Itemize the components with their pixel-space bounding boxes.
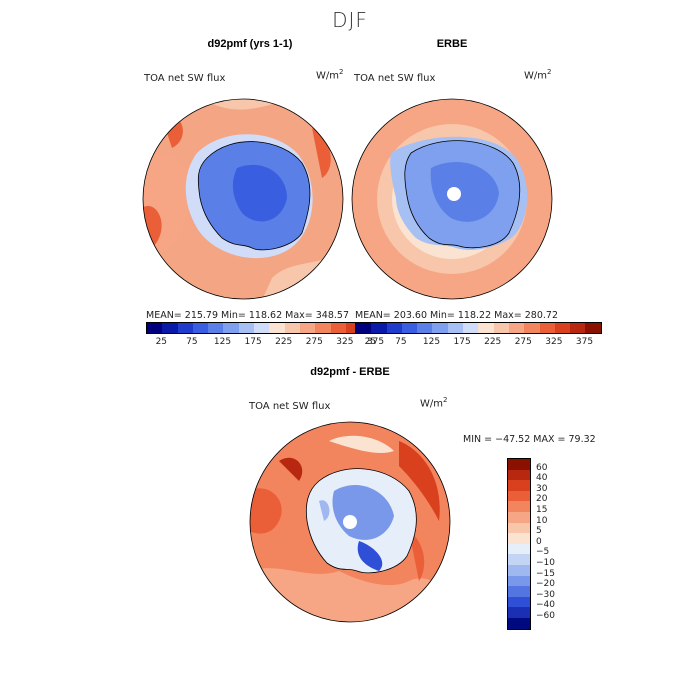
colorbar-swatch <box>508 596 530 608</box>
colorbar-tick-label: 0 <box>536 536 542 547</box>
colorbar-swatch <box>508 533 530 544</box>
colorbar-swatch <box>508 501 530 512</box>
colorbar-swatch <box>356 323 372 333</box>
colorbar-swatch <box>508 469 530 481</box>
colorbar-swatch <box>508 607 530 618</box>
colorbar-swatch <box>208 323 224 333</box>
colorbar-swatch <box>508 564 530 576</box>
colorbar-tick-label: 175 <box>244 337 262 347</box>
left-colorbar-ticks: 25 75 125 175 225 275 325 375 <box>146 337 391 349</box>
figure-title: DJF <box>332 8 368 32</box>
colorbar-swatch <box>345 323 362 333</box>
colorbar-swatch <box>401 323 418 333</box>
colorbar-tick-label: −15 <box>536 568 555 579</box>
colorbar-tick-label: 40 <box>536 473 548 484</box>
colorbar-swatch <box>508 323 525 333</box>
colorbar-swatch <box>539 323 555 333</box>
colorbar-tick-label: 375 <box>366 337 385 347</box>
colorbar-swatch <box>508 511 530 523</box>
colorbar-tick-label: 30 <box>536 483 548 494</box>
colorbar-tick-label: 375 <box>575 337 594 347</box>
diff-colorbar <box>507 458 531 630</box>
colorbar-swatch <box>269 323 285 333</box>
colorbar-swatch <box>192 323 209 333</box>
colorbar-swatch <box>508 459 530 470</box>
left-panel-title: d92pmf (yrs 1-1) <box>207 38 293 50</box>
right-polar-map <box>351 98 553 300</box>
colorbar-swatch <box>524 323 540 333</box>
diff-polar-map <box>249 421 451 623</box>
colorbar-swatch <box>238 323 255 333</box>
colorbar-tick-label: −30 <box>536 589 555 600</box>
colorbar-swatch <box>147 323 163 333</box>
colorbar-tick-label: 60 <box>536 462 548 473</box>
colorbar-swatch <box>330 323 346 333</box>
left-field-label: TOA net SW flux <box>144 73 226 84</box>
colorbar-tick-label: 15 <box>536 505 548 515</box>
colorbar-swatch <box>315 323 331 333</box>
right-colorbar-ticks: 25 75 125 175 225 275 325 375 <box>355 337 600 349</box>
colorbar-tick-label: 275 <box>514 337 532 347</box>
colorbar-swatch <box>508 490 530 502</box>
colorbar-swatch <box>585 323 601 333</box>
left-colorbar <box>146 322 393 334</box>
diff-panel-title: d92pmf - ERBE <box>310 366 390 378</box>
colorbar-tick-label: 75 <box>395 337 407 347</box>
colorbar-swatch <box>508 617 530 629</box>
colorbar-swatch <box>493 323 509 333</box>
colorbar-swatch <box>223 323 239 333</box>
diff-stats: MIN = −47.52 MAX = 79.32 <box>463 434 596 445</box>
colorbar-tick-label: 225 <box>484 337 502 347</box>
colorbar-swatch <box>386 323 402 333</box>
colorbar-tick-label: 225 <box>275 337 293 347</box>
colorbar-swatch <box>371 323 387 333</box>
left-stats: MEAN= 215.79 Min= 118.62 Max= 348.57 <box>146 310 350 321</box>
diff-colorbar-labels: 60 40 30 20 15 10 5 0 −5 −10 −15 −20 −30 −40 −60 <box>536 458 576 630</box>
diff-field-label: TOA net SW flux <box>249 401 331 412</box>
right-unit-label: W/m2 <box>524 68 552 82</box>
colorbar-swatch <box>508 522 530 534</box>
colorbar-tick-label: 10 <box>536 515 548 526</box>
colorbar-swatch <box>447 323 464 333</box>
colorbar-swatch <box>254 323 270 333</box>
colorbar-swatch <box>417 323 433 333</box>
colorbar-swatch <box>508 480 530 491</box>
colorbar-tick-label: 25 <box>364 337 377 347</box>
colorbar-swatch <box>508 543 530 555</box>
colorbar-tick-label: 20 <box>536 494 548 505</box>
colorbar-swatch <box>162 323 178 333</box>
colorbar-swatch <box>508 575 530 587</box>
colorbar-swatch <box>284 323 300 333</box>
colorbar-tick-label: 25 <box>155 337 168 347</box>
colorbar-tick-label: −10 <box>536 558 555 568</box>
colorbar-tick-label: 175 <box>453 337 471 347</box>
left-unit-label: W/m2 <box>316 68 344 82</box>
diff-unit-label: W/m2 <box>420 396 448 410</box>
right-field-label: TOA net SW flux <box>354 73 436 84</box>
right-stats: MEAN= 203.60 Min= 118.22 Max= 280.72 <box>355 310 559 321</box>
right-panel-title: ERBE <box>436 38 468 50</box>
colorbar-swatch <box>432 323 448 333</box>
colorbar-tick-label: −5 <box>536 547 550 558</box>
colorbar-swatch <box>463 323 479 333</box>
colorbar-tick-label: −20 <box>536 579 555 590</box>
colorbar-swatch <box>177 323 193 333</box>
colorbar-swatch <box>508 586 530 597</box>
colorbar-tick-label: 325 <box>545 337 563 347</box>
colorbar-swatch <box>299 323 316 333</box>
colorbar-tick-label: −60 <box>536 611 555 621</box>
colorbar-tick-label: 5 <box>536 526 542 537</box>
colorbar-tick-label: −40 <box>536 600 555 611</box>
colorbar-swatch <box>570 323 586 333</box>
right-colorbar <box>355 322 602 334</box>
colorbar-tick-label: 125 <box>213 337 232 347</box>
colorbar-tick-label: 75 <box>186 337 198 347</box>
colorbar-tick-label: 275 <box>305 337 323 347</box>
colorbar-swatch <box>508 554 530 565</box>
colorbar-tick-label: 325 <box>336 337 354 347</box>
colorbar-swatch <box>478 323 494 333</box>
left-polar-map <box>142 98 344 300</box>
colorbar-swatch <box>554 323 571 333</box>
colorbar-tick-label: 125 <box>422 337 441 347</box>
